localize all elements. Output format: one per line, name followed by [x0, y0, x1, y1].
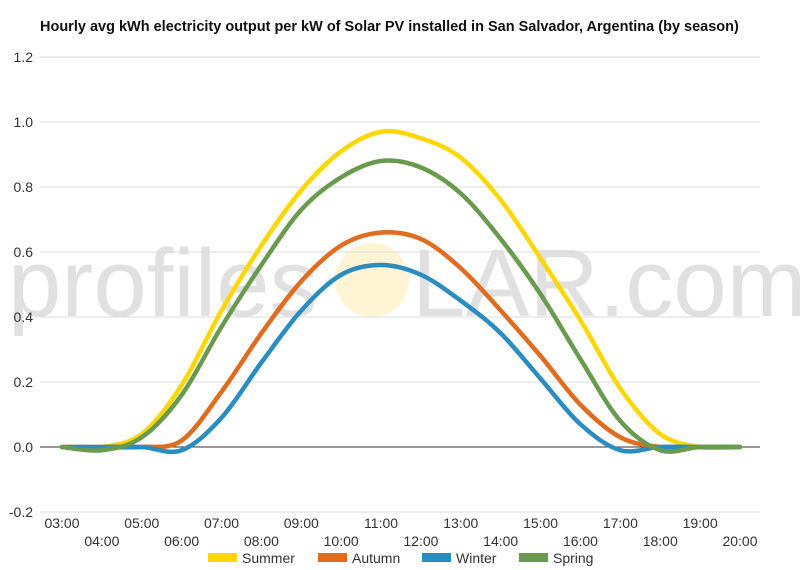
- y-tick-label: 0.4: [14, 309, 34, 325]
- x-tick-label: 19:00: [683, 515, 718, 531]
- y-tick-label: 0.2: [14, 374, 34, 390]
- watermark-text-right: LAR.com: [412, 230, 800, 337]
- x-tick-label: 17:00: [603, 515, 638, 531]
- series-line-summer: [59, 128, 743, 451]
- legend-swatch-winter: [422, 553, 451, 562]
- series-line-winter: [59, 262, 743, 455]
- x-tick-label: 10:00: [324, 533, 359, 549]
- x-tick-label: 05:00: [124, 515, 159, 531]
- x-tick-label: 11:00: [364, 515, 398, 531]
- y-tick-label: 0.8: [14, 179, 34, 195]
- y-tick-label: -0.2: [9, 504, 33, 520]
- x-tick-label: 08:00: [244, 533, 279, 549]
- y-tick-label: 0.0: [14, 439, 34, 455]
- x-tick-label: 12:00: [403, 533, 438, 549]
- x-tick-label: 20:00: [722, 533, 757, 549]
- x-tick-label: 03:00: [44, 515, 79, 531]
- series-line-autumn: [59, 229, 743, 450]
- watermark: profiles LAR.com: [8, 230, 800, 337]
- legend-swatch-autumn: [318, 553, 347, 562]
- y-tick-label: 1.2: [14, 49, 34, 65]
- y-tick-label: 0.6: [14, 244, 34, 260]
- series-line-spring: [59, 158, 743, 454]
- x-axis-ticks: 03:00 04:00 05:00 06:00 07:00 08:00 09:00 10:00…: [44, 515, 757, 549]
- chart-title: Hourly avg kWh electricity output per kW…: [40, 19, 739, 35]
- x-tick-label: 06:00: [164, 533, 199, 549]
- legend-label-autumn: Autumn: [352, 550, 400, 566]
- legend-label-spring: Spring: [553, 550, 593, 566]
- y-axis-ticks: -0.2 0.0 0.2 0.4 0.6 0.8 1.0 1.2: [9, 49, 33, 520]
- y-tick-label: 1.0: [14, 114, 34, 130]
- x-tick-label: 14:00: [483, 533, 518, 549]
- legend: Summer Autumn Winter Spring: [208, 550, 593, 566]
- x-tick-label: 04:00: [84, 533, 119, 549]
- x-tick-label: 15:00: [523, 515, 558, 531]
- x-tick-label: 16:00: [563, 533, 598, 549]
- x-tick-label: 07:00: [204, 515, 239, 531]
- watermark-text-left: profiles: [8, 230, 317, 337]
- x-tick-label: 13:00: [443, 515, 478, 531]
- series-lines: [59, 128, 743, 455]
- x-tick-label: 18:00: [643, 533, 678, 549]
- x-tick-label: 09:00: [284, 515, 319, 531]
- watermark-sun-icon: [335, 243, 409, 317]
- legend-label-winter: Winter: [456, 550, 497, 566]
- legend-swatch-summer: [208, 553, 237, 562]
- legend-label-summer: Summer: [242, 550, 295, 566]
- legend-swatch-spring: [519, 553, 548, 562]
